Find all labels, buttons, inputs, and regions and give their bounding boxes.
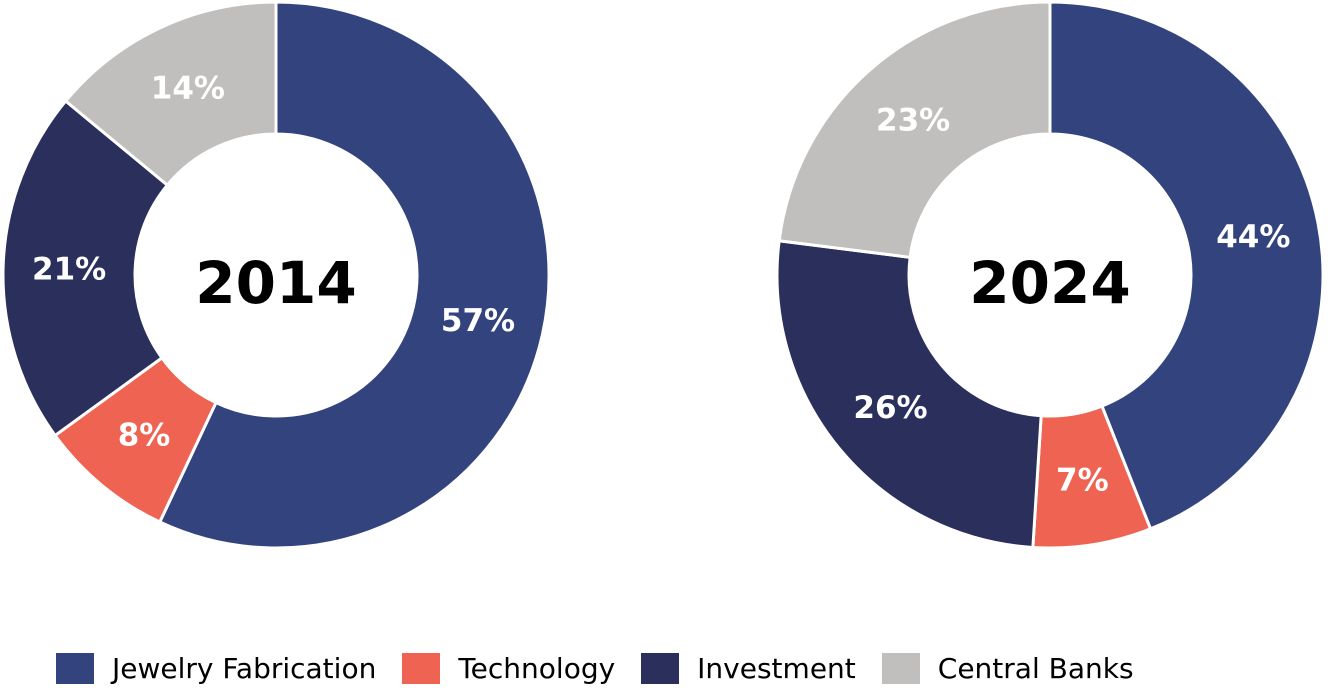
slice-label-technology-2014: 8% bbox=[118, 417, 171, 453]
slice-label-investment-2014: 21% bbox=[32, 251, 106, 287]
slice-central-banks-2014 bbox=[63, 0, 278, 188]
legend-item-technology: Technology bbox=[402, 652, 615, 685]
slice-jewelry-fabrication-2014 bbox=[157, 0, 551, 550]
slice-label-central-banks-2024: 23% bbox=[876, 103, 950, 139]
slice-label-technology-2024: 7% bbox=[1056, 462, 1109, 498]
legend-item-jewelry-fabrication: Jewelry Fabrication bbox=[56, 652, 376, 685]
legend-swatch-central-banks bbox=[881, 652, 920, 684]
legend-label: Central Banks bbox=[937, 651, 1134, 685]
slice-jewelry-fabrication-2024 bbox=[1048, 0, 1325, 531]
legend: Jewelry Fabrication Technology Investmen… bbox=[56, 648, 1160, 688]
donut-charts: 57% 8% 21% 14% 2014 44% 7% 26% 23% 2024 bbox=[1, 0, 1325, 550]
legend-item-investment: Investment bbox=[641, 652, 856, 685]
center-label-2014: 2014 bbox=[195, 249, 356, 317]
slice-label-investment-2024: 26% bbox=[853, 390, 927, 426]
legend-label: Investment bbox=[697, 651, 856, 685]
slice-label-jewelry-fabrication-2024: 44% bbox=[1216, 219, 1290, 255]
donut-chart-2024: 44% 7% 26% 23% 2024 bbox=[775, 0, 1325, 550]
legend-label: Jewelry Fabrication bbox=[112, 651, 377, 685]
legend-label: Technology bbox=[458, 651, 616, 685]
slice-investment-2014 bbox=[1, 98, 170, 438]
center-label-2024: 2024 bbox=[969, 249, 1130, 317]
slice-label-jewelry-fabrication-2014: 57% bbox=[441, 303, 515, 339]
legend-item-central-banks: Central Banks bbox=[881, 651, 1134, 685]
legend-swatch-technology bbox=[402, 652, 441, 684]
slice-central-banks-2024 bbox=[777, 0, 1052, 260]
legend-swatch-investment bbox=[641, 652, 680, 684]
legend-swatch-jewelry-fabrication bbox=[56, 652, 94, 684]
donut-chart-2014: 57% 8% 21% 14% 2014 bbox=[1, 0, 551, 550]
slice-label-central-banks-2014: 14% bbox=[151, 71, 225, 107]
slice-investment-2024 bbox=[775, 239, 1043, 550]
